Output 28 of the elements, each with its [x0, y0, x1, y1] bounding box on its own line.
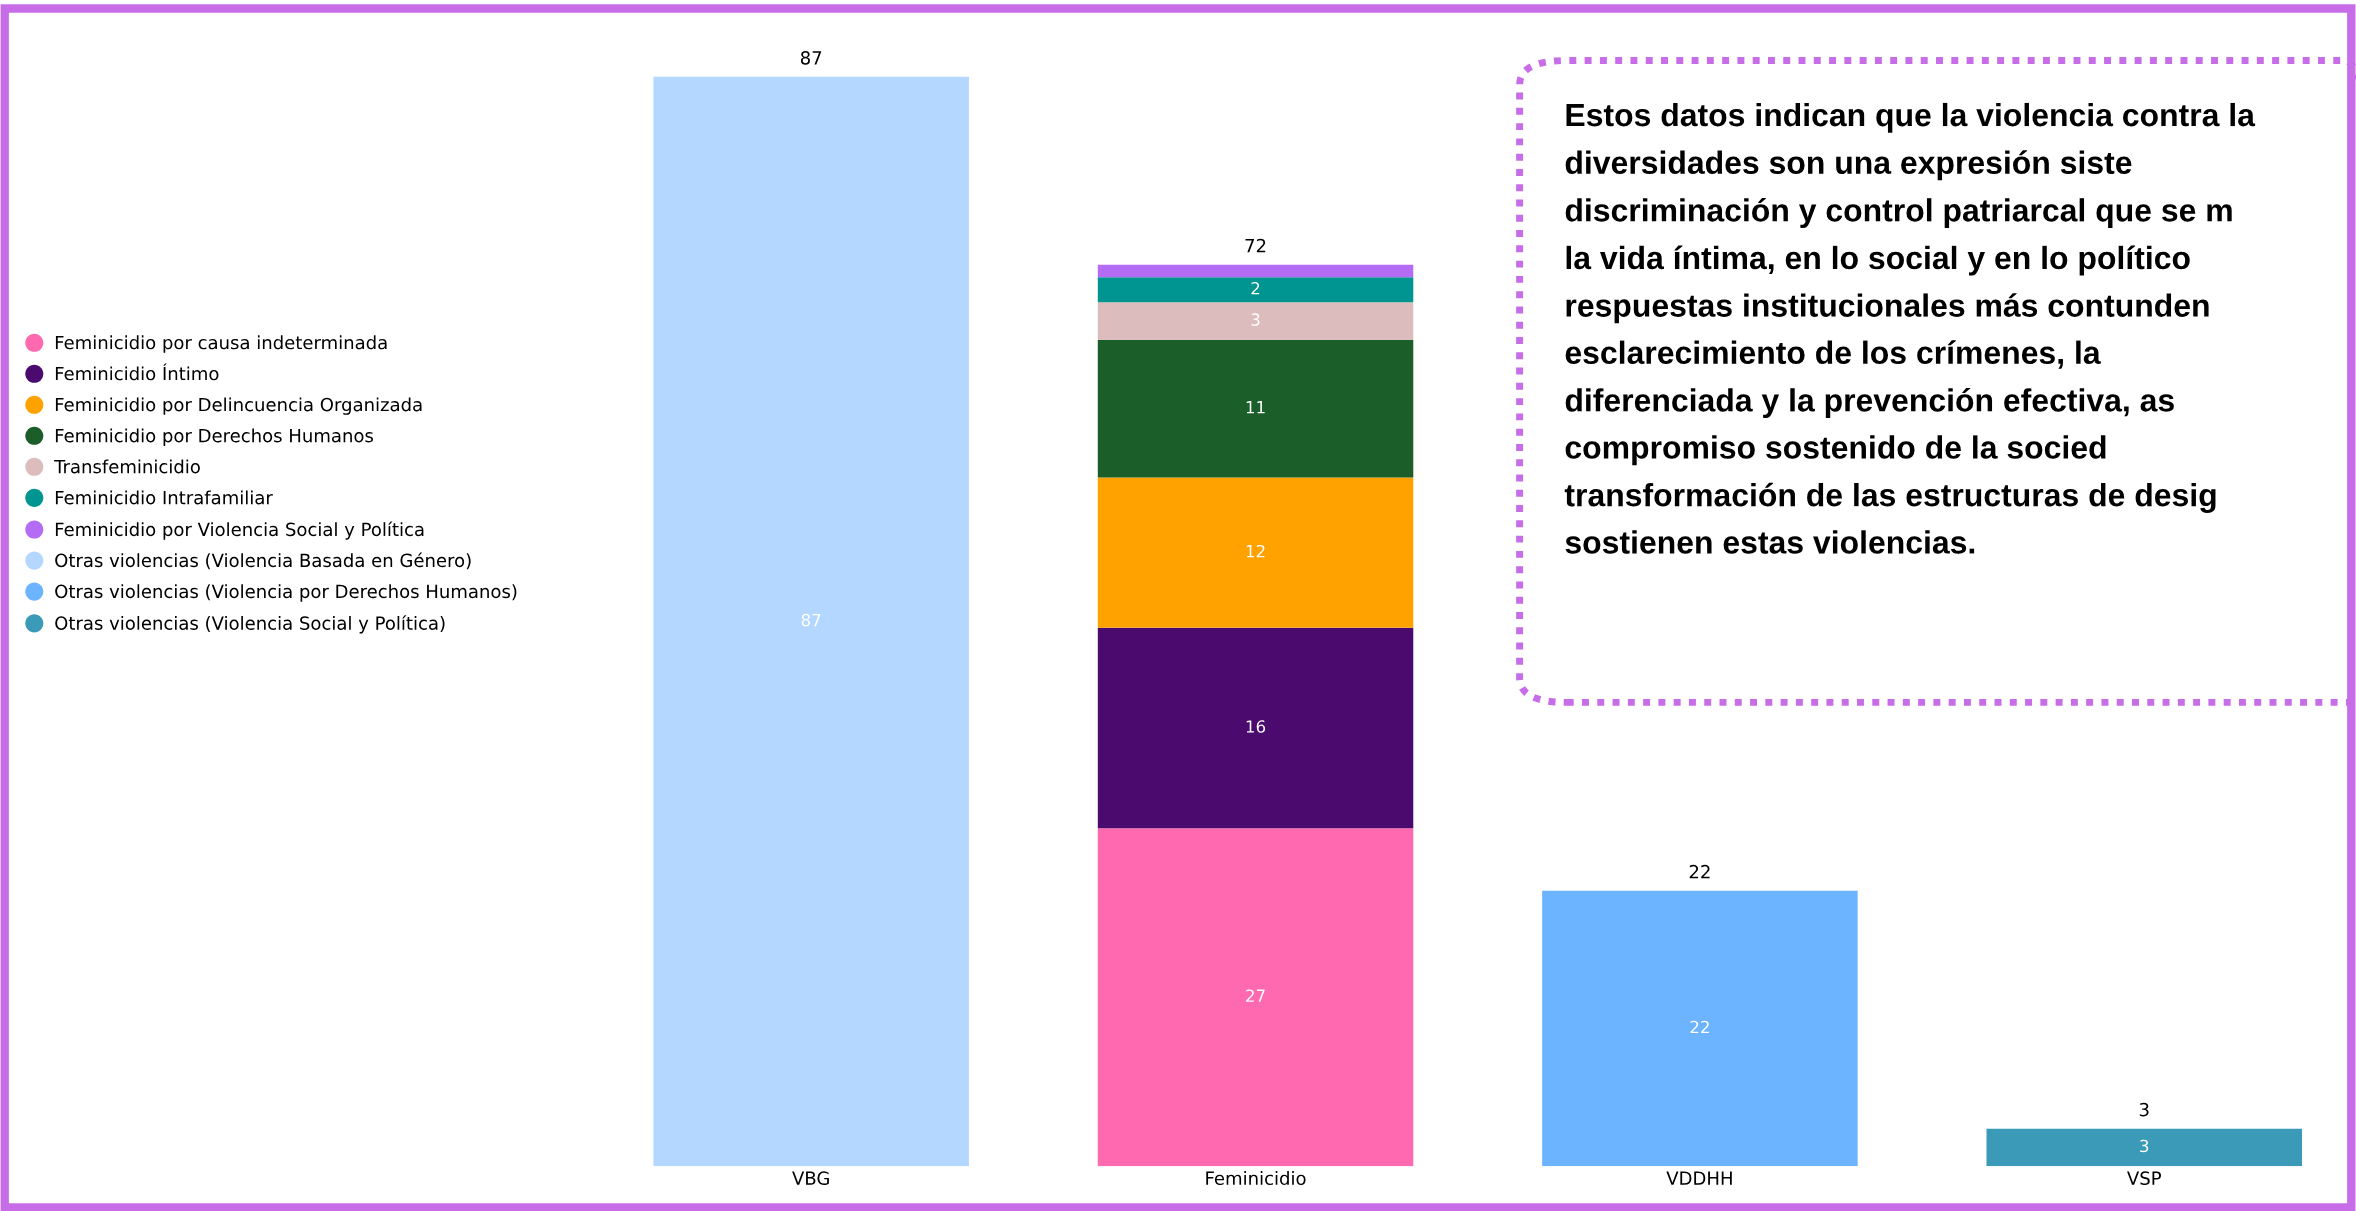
- data-label: 12: [1246, 544, 1265, 558]
- data-label: 2: [1251, 281, 1260, 295]
- text: Estos datos indican que la violencia contra la diversidades son una expresión siste discriminación y control patriarcal que se m la vida íntima, en lo social y en lo político respuestas institucionales más contunden esclarecimiento de los crímenes, la diferenciada y la prevención efectiva, as compromiso sostenido de la socied transformación de las estructuras de desig sostienen estas violencias.: [1564, 102, 2256, 554]
- data-label: 22: [1690, 1020, 1709, 1034]
- data-label: 16: [1246, 720, 1266, 733]
- total-label: 22: [1689, 864, 1710, 879]
- x-tick-label: VBG: [792, 1171, 829, 1186]
- legend-label: Otras violencias (Violencia Social y Política): [55, 615, 445, 634]
- x-tick-label: Feminicidio: [1206, 1171, 1306, 1186]
- data-label: 3: [2140, 1139, 2149, 1153]
- data-label: 11: [1246, 401, 1265, 414]
- legend-label: Feminicidio Intrafamiliar: [55, 490, 273, 505]
- legend-label: Feminicidio por causa indeterminada: [55, 335, 387, 353]
- data-label: 3: [1251, 313, 1260, 326]
- legend-label: Feminicidio por Delincuencia Organizada: [55, 397, 422, 415]
- data-label: 27: [1246, 989, 1265, 1002]
- legend-label: Feminicidio por Violencia Social y Política: [55, 521, 424, 540]
- legend-label: Feminicidio por Derechos Humanos: [55, 428, 373, 446]
- legend-label: Otras violencias (Violencia Basada en Género): [55, 552, 471, 570]
- x-tick-label: VSP: [2127, 1171, 2161, 1186]
- total-label: 72: [1245, 238, 1266, 253]
- total-label: 3: [2139, 1102, 2149, 1117]
- total-label: 87: [800, 51, 822, 65]
- legend-label: Otras violencias (Violencia por Derechos Humanos): [55, 584, 517, 602]
- x-tick-label: VDDHH: [1666, 1171, 1732, 1185]
- legend-label: Feminicidio Íntimo: [55, 363, 219, 381]
- legend-label: Transfeminicidio: [54, 459, 200, 474]
- data-label: 87: [801, 613, 821, 627]
